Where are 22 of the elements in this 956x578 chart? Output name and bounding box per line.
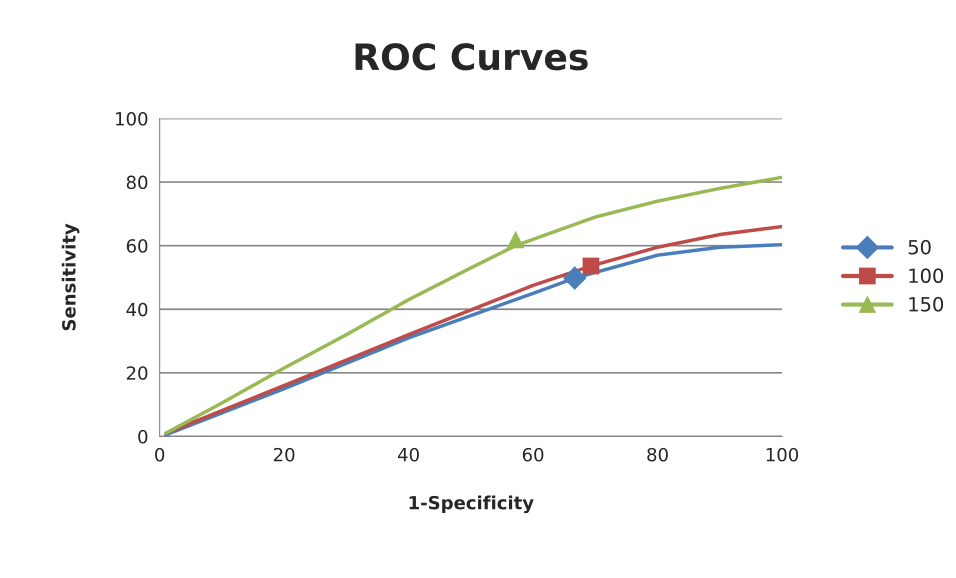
x-tick-label: 80 (647, 448, 668, 462)
line-series (164, 176, 782, 435)
x-tick-label: 20 (274, 448, 294, 462)
legend-label: 100 (909, 268, 944, 284)
x-tick-label: 60 (522, 448, 544, 462)
y-tick-label: 60 (126, 239, 148, 253)
y-tick-label: 80 (126, 176, 148, 190)
x-tick-label: 100 (766, 448, 798, 462)
legend-label: 50 (908, 240, 931, 255)
y-axis-title: Sensitivity (62, 224, 80, 330)
x-tick-label: 0 (155, 448, 164, 462)
x-tick-label: 40 (398, 448, 419, 462)
chart-title: ROC Curves (356, 43, 588, 70)
point (582, 258, 600, 274)
x-axis-title: 1-Specificity (410, 496, 534, 514)
y-tick-label: 0 (138, 430, 148, 444)
y-tick-label: 40 (126, 302, 148, 316)
point (563, 266, 586, 290)
y-tick-label: 100 (116, 112, 148, 126)
point (507, 232, 524, 248)
legend-label: 150 (909, 296, 944, 312)
y-tick-label: 20 (126, 366, 148, 380)
